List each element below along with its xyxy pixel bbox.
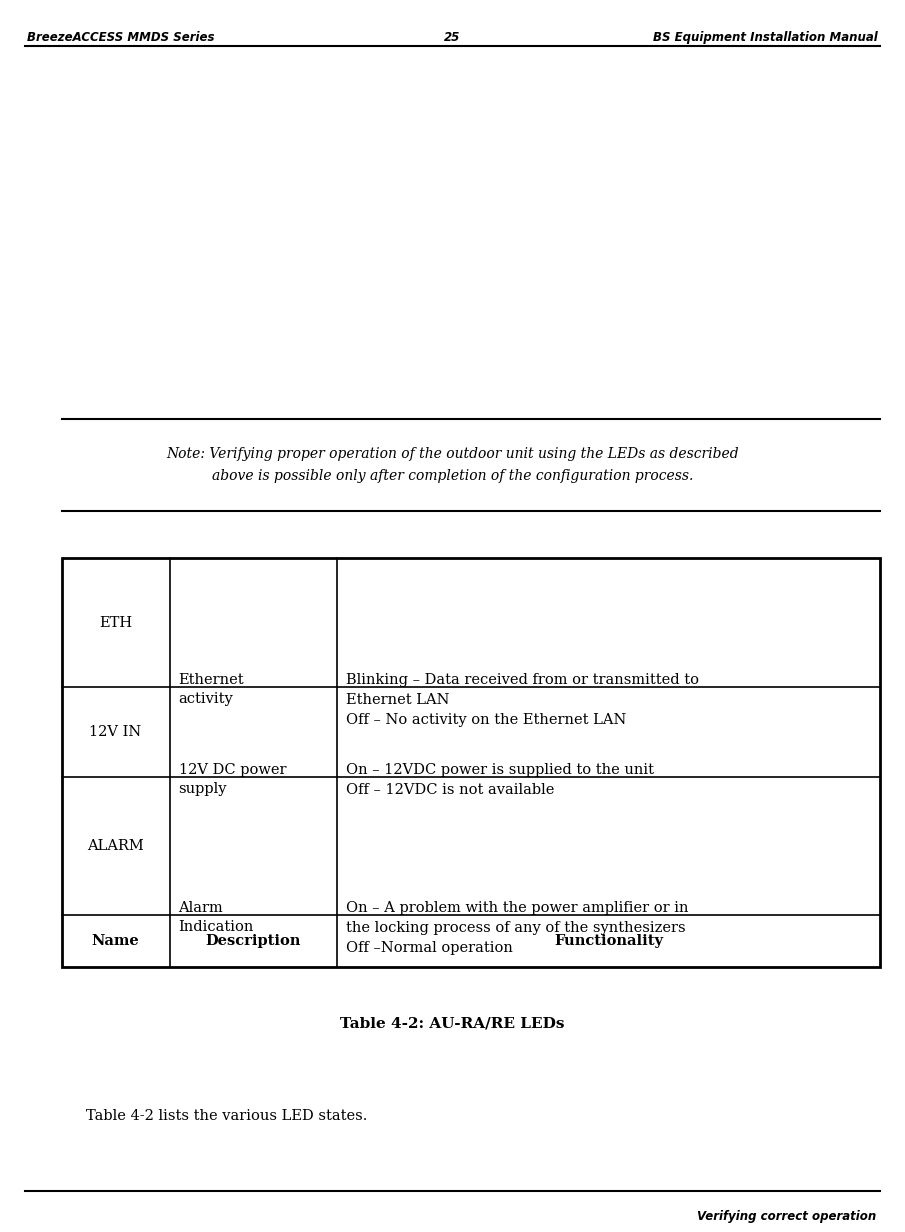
Text: ALARM: ALARM (87, 839, 144, 854)
Text: Description: Description (205, 934, 301, 949)
Text: On – A problem with the power amplifier or in
the locking process of any of the : On – A problem with the power amplifier … (347, 901, 689, 955)
Text: Blinking – Data received from or transmitted to
Ethernet LAN
Off – No activity o: Blinking – Data received from or transmi… (347, 673, 700, 727)
Text: Table 4-2 lists the various LED states.: Table 4-2 lists the various LED states. (86, 1109, 367, 1122)
Text: Alarm
Indication: Alarm Indication (178, 901, 254, 934)
Text: Name: Name (91, 934, 139, 949)
Text: BreezeACCESS MMDS Series: BreezeACCESS MMDS Series (27, 31, 214, 44)
Text: Functionality: Functionality (554, 934, 663, 949)
Text: ETH: ETH (99, 616, 132, 630)
Text: Table 4-2: AU-RA/RE LEDs: Table 4-2: AU-RA/RE LEDs (340, 1016, 565, 1030)
Text: 12V DC power
supply: 12V DC power supply (178, 763, 286, 796)
Text: BS Equipment Installation Manual: BS Equipment Installation Manual (653, 31, 878, 44)
Text: On – 12VDC power is supplied to the unit
Off – 12VDC is not available: On – 12VDC power is supplied to the unit… (347, 763, 654, 797)
Bar (62, 558, 880, 967)
Text: Ethernet
activity: Ethernet activity (178, 673, 244, 706)
Text: Note: Verifying proper operation of the outdoor unit using the LEDs as described: Note: Verifying proper operation of the … (167, 447, 738, 483)
Text: 12V IN: 12V IN (90, 726, 142, 739)
Text: Verifying correct operation: Verifying correct operation (697, 1210, 876, 1223)
Text: 25: 25 (444, 31, 461, 44)
